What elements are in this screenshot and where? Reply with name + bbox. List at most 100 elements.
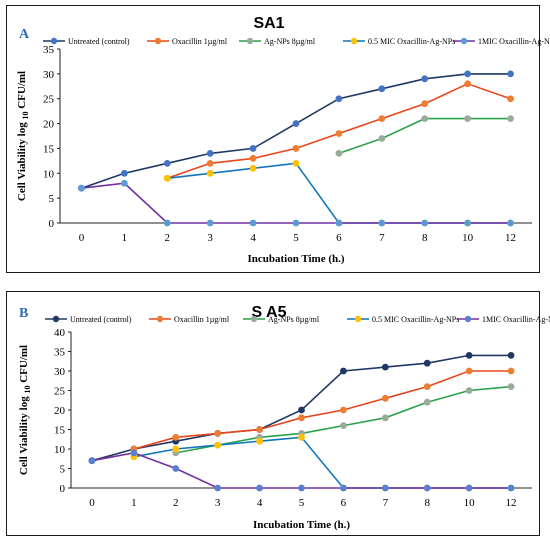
y-axis-label-main: Cell Viability log bbox=[18, 394, 30, 476]
legend-label: 1MIC Oxacillin-Ag-NPs bbox=[482, 315, 550, 324]
data-point bbox=[214, 484, 222, 492]
data-point bbox=[381, 363, 389, 371]
data-point bbox=[214, 441, 222, 449]
data-point bbox=[378, 115, 386, 122]
data-point bbox=[256, 426, 263, 433]
data-point bbox=[507, 70, 514, 78]
data-point bbox=[507, 219, 514, 227]
series-line-3 bbox=[133, 436, 511, 489]
y-tick-label: 25 bbox=[54, 386, 66, 398]
data-point bbox=[120, 179, 128, 187]
series-line-4 bbox=[81, 182, 511, 224]
legend-swatch-marker bbox=[460, 37, 468, 45]
data-point bbox=[163, 219, 171, 227]
data-point bbox=[423, 398, 431, 406]
legend-label: 0.5 MIC Oxacillin-Ag-NPs bbox=[368, 37, 455, 46]
data-point bbox=[464, 115, 472, 122]
data-point bbox=[163, 159, 171, 167]
data-point bbox=[507, 95, 514, 103]
x-tick-label: 4 bbox=[257, 497, 263, 509]
y-tick-label: 15 bbox=[43, 143, 55, 155]
y-tick-label: 0 bbox=[60, 483, 66, 495]
y-axis-label: Cell Viability log 10 CFU/ml bbox=[16, 71, 30, 201]
data-point bbox=[381, 484, 389, 492]
data-point bbox=[340, 406, 347, 414]
data-point bbox=[298, 406, 305, 414]
data-point bbox=[78, 184, 85, 192]
chart-title: S A5 bbox=[252, 304, 287, 321]
data-point bbox=[465, 367, 473, 375]
x-tick-label: 7 bbox=[383, 497, 389, 509]
legend-label: 0.5 MIC Oxacillin-Ag-NPs bbox=[372, 315, 459, 324]
legend-label: Ag-NPs 8µg/ml bbox=[264, 37, 316, 46]
data-point bbox=[507, 367, 515, 375]
chart-a-svg: A SA1 Untreated (control) Oxacillin 1µg/ml A… bbox=[16, 15, 550, 265]
legend-swatch-marker bbox=[350, 37, 358, 45]
y-tick-label: 30 bbox=[43, 69, 55, 81]
y-axis-label-main: Cell Viability log bbox=[16, 120, 28, 202]
series-line-4 bbox=[91, 452, 511, 489]
x-tick-label: 2 bbox=[165, 232, 171, 244]
data-point bbox=[163, 174, 171, 182]
x-tick-label: 0 bbox=[89, 497, 95, 509]
data-point bbox=[256, 484, 263, 492]
data-point bbox=[172, 465, 180, 472]
data-point bbox=[172, 445, 180, 453]
chart-b-svg: B S A5 Untreated (control) Oxacillin 1µg/ml… bbox=[18, 304, 550, 531]
x-tick-label: 12 bbox=[505, 232, 516, 244]
chart-title: SA1 bbox=[253, 15, 284, 32]
y-tick-label: 25 bbox=[43, 94, 55, 106]
y-tick-label: 0 bbox=[49, 218, 55, 230]
legend-label: Untreated (control) bbox=[70, 315, 132, 324]
data-point bbox=[421, 75, 429, 83]
data-point bbox=[256, 437, 263, 445]
chart-panel-a: A SA1 Untreated (control) Oxacillin 1µg/ml A… bbox=[6, 5, 550, 273]
y-axis-label: Cell Viability log 10 CFU/ml bbox=[18, 345, 32, 475]
x-tick-label: 3 bbox=[215, 497, 221, 509]
data-point bbox=[206, 219, 214, 227]
data-point bbox=[206, 159, 214, 167]
data-point bbox=[507, 484, 515, 492]
y-tick-label: 40 bbox=[54, 327, 66, 339]
data-point bbox=[292, 145, 300, 152]
data-point bbox=[464, 219, 472, 227]
y-tick-label: 20 bbox=[43, 119, 55, 131]
data-point bbox=[465, 352, 473, 359]
data-point bbox=[378, 219, 386, 227]
legend-swatch-marker bbox=[154, 37, 162, 45]
data-point bbox=[465, 484, 473, 492]
data-point bbox=[130, 449, 138, 457]
x-tick-label: 10 bbox=[462, 232, 474, 244]
x-tick-label: 3 bbox=[207, 232, 213, 244]
data-point bbox=[340, 367, 347, 375]
series-line-2 bbox=[175, 385, 512, 454]
x-tick-label: 1 bbox=[122, 232, 128, 244]
legend-swatch-marker bbox=[250, 315, 258, 323]
y-tick-label: 15 bbox=[54, 425, 66, 437]
y-tick-label: 10 bbox=[43, 168, 55, 180]
data-point bbox=[421, 115, 429, 122]
x-tick-label: 8 bbox=[422, 232, 428, 244]
legend-swatch-marker bbox=[354, 315, 362, 323]
x-tick-label: 5 bbox=[299, 497, 305, 509]
legend-label: Untreated (control) bbox=[68, 37, 130, 46]
data-point bbox=[298, 484, 305, 492]
data-point bbox=[120, 169, 128, 177]
legend-label: 1MIC Oxacillin-Ag-NPs bbox=[478, 37, 550, 46]
data-point bbox=[249, 164, 257, 172]
legend-swatch-marker bbox=[464, 315, 472, 323]
x-tick-label: 2 bbox=[173, 497, 179, 509]
x-tick-label: 1 bbox=[131, 497, 137, 509]
data-point bbox=[507, 115, 514, 122]
y-tick-label: 20 bbox=[54, 405, 66, 417]
y-tick-label: 35 bbox=[43, 44, 55, 56]
x-tick-label: 0 bbox=[79, 232, 85, 244]
y-axis-label-unit: CFU/ml bbox=[16, 71, 28, 112]
y-axis-label-subscript: 10 bbox=[23, 386, 32, 394]
data-point bbox=[423, 359, 431, 367]
data-point bbox=[292, 159, 300, 167]
data-point bbox=[206, 150, 214, 157]
series-line-0 bbox=[81, 73, 511, 189]
data-point bbox=[381, 394, 389, 402]
chart-panel-b: B S A5 Untreated (control) Oxacillin 1µg/ml… bbox=[6, 291, 550, 536]
